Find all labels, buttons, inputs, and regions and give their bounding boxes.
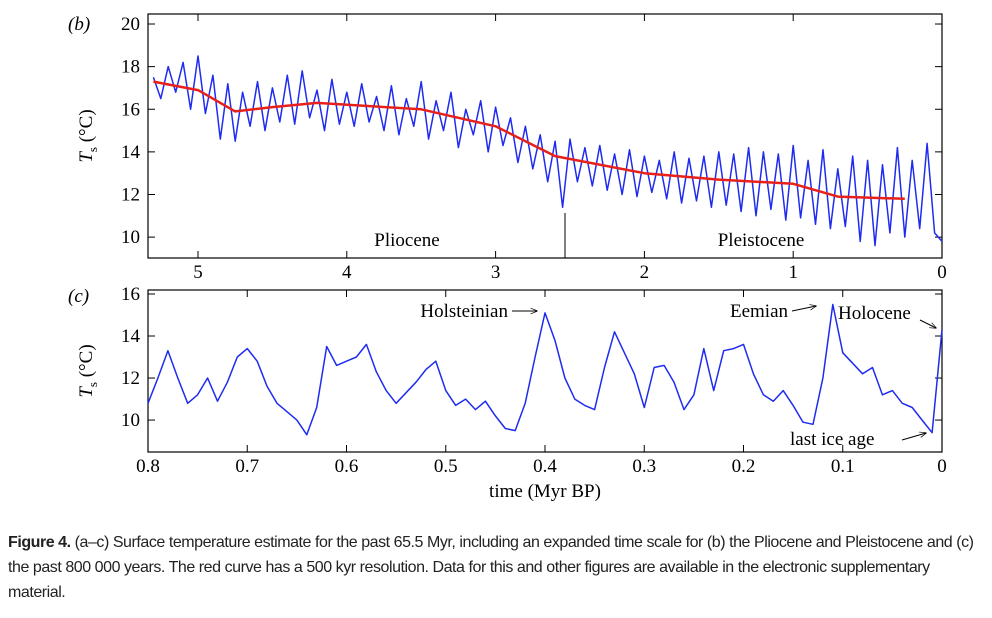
x-tick-label: 1 — [788, 262, 798, 283]
y-tick-label: 20 — [121, 14, 140, 35]
y-tick-label: 12 — [121, 368, 140, 389]
plot-frame — [147, 13, 943, 259]
x-tick-label: 0.6 — [335, 456, 359, 477]
y-tick-label: 10 — [121, 227, 140, 248]
y-label-unit: (°C) — [76, 344, 97, 382]
y-label-main: T — [76, 386, 97, 398]
x-tick-label: 3 — [491, 262, 501, 283]
x-tick-label: 5 — [193, 262, 203, 283]
x-tick-label: 0.5 — [434, 456, 458, 477]
annotation: Eemian — [730, 301, 789, 322]
y-label-sub: s — [85, 382, 100, 387]
y-label-main: T — [76, 151, 97, 163]
figure: (b) Ts (°C) Pliocene Pleistocene 5 4 3 2 1 01… — [68, 13, 947, 502]
arrow — [919, 319, 936, 328]
panel-label: (b) — [68, 14, 90, 35]
arrow — [791, 306, 816, 312]
panel-b: (b) Ts (°C) Pliocene Pleistocene 5 4 3 2 1 01… — [68, 13, 947, 283]
x-tick-label: 0.4 — [533, 456, 557, 477]
x-tick-label: 4 — [342, 262, 352, 283]
annotation: Holsteinian — [420, 301, 508, 322]
data-line — [152, 55, 943, 247]
x-axis-label: time (Myr BP) — [489, 481, 601, 502]
y-tick-label: 16 — [121, 99, 140, 120]
data-line — [153, 80, 905, 201]
y-tick-label: 16 — [121, 284, 140, 305]
x-tick-label: 0 — [937, 456, 947, 477]
annotation: last ice age — [790, 429, 874, 450]
x-tick-label: 0.8 — [136, 456, 160, 477]
annotation: Holocene — [838, 303, 911, 324]
data-line — [147, 303, 943, 436]
y-tick-label: 12 — [121, 184, 140, 205]
x-tick-label: 0.1 — [831, 456, 855, 477]
caption-text: (a–c) Surface temperature estimate for t… — [8, 534, 974, 601]
x-tick-label: 0.3 — [632, 456, 656, 477]
panel-label: (c) — [68, 286, 89, 307]
arrow — [901, 433, 926, 441]
y-label-sub: s — [85, 147, 100, 152]
caption-label: Figure 4. — [8, 534, 71, 551]
caption: Figure 4. (a–c) Surface temperature esti… — [8, 530, 988, 605]
y-label-unit: (°C) — [76, 109, 97, 147]
y-tick-label: 10 — [121, 410, 140, 431]
x-tick-label: 0 — [937, 262, 947, 283]
x-tick-label: 2 — [640, 262, 650, 283]
y-axis-label: Ts (°C) — [76, 344, 100, 397]
x-tick-label: 0.7 — [235, 456, 259, 477]
x-tick-label: 0.2 — [732, 456, 756, 477]
annotation: Pleistocene — [718, 230, 805, 251]
y-tick-label: 14 — [121, 142, 141, 163]
y-tick-label: 18 — [121, 57, 140, 78]
y-axis-label: Ts (°C) — [76, 109, 100, 162]
annotation: Pliocene — [374, 230, 439, 251]
y-tick-label: 14 — [121, 326, 141, 347]
panel-c: (c) Ts (°C) time (Myr BP) Holsteinian Ee… — [68, 284, 947, 502]
